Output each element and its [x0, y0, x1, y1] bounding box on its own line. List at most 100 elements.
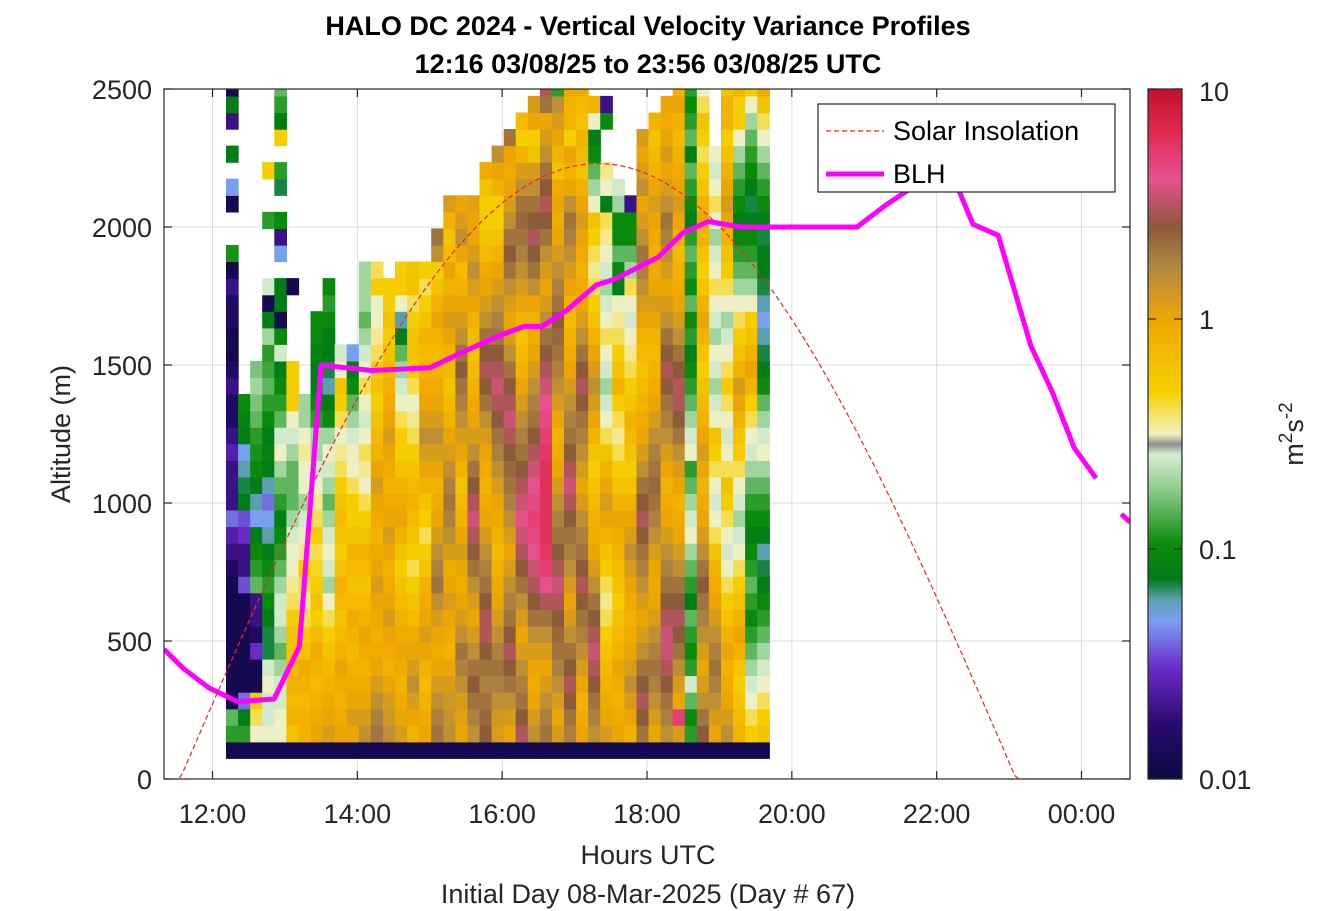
heatmap-cell — [636, 195, 650, 213]
heatmap-cell — [431, 394, 444, 412]
heatmap-cell — [262, 394, 275, 412]
heatmap-cell — [515, 592, 529, 610]
heatmap-cell — [250, 609, 263, 627]
heatmap-cell — [684, 311, 698, 329]
heatmap-cell — [721, 112, 734, 130]
heatmap-cell — [612, 576, 625, 594]
heatmap-cell — [322, 658, 336, 677]
heatmap-cell — [672, 576, 686, 594]
heatmap-cell — [467, 592, 481, 610]
heatmap-cell — [250, 625, 263, 643]
heatmap-cell — [274, 360, 287, 379]
heatmap-cell — [274, 741, 287, 759]
heatmap-cell — [503, 625, 517, 643]
heatmap-cell — [286, 692, 300, 710]
heatmap-cell — [503, 592, 517, 610]
heatmap-cell — [491, 576, 505, 594]
heatmap-cell — [419, 692, 432, 710]
heatmap-cell — [660, 95, 674, 114]
heatmap-cell — [552, 476, 565, 494]
heatmap-cell — [660, 609, 674, 627]
heatmap-cell — [684, 741, 698, 759]
heatmap-cell — [455, 725, 469, 743]
heatmap-cell — [708, 675, 722, 693]
heatmap-cell — [636, 543, 650, 561]
heatmap-cell — [467, 559, 481, 577]
heatmap-cell — [527, 559, 541, 577]
heatmap-cell — [624, 294, 638, 312]
heatmap-cell — [757, 178, 770, 196]
heatmap-cell — [479, 625, 493, 643]
heatmap-cell — [624, 725, 638, 743]
heatmap-cell — [334, 725, 348, 743]
heatmap-cell — [346, 526, 360, 544]
heatmap-cell — [552, 559, 565, 577]
heatmap-cell — [708, 559, 722, 577]
heatmap-cell — [624, 559, 638, 577]
heatmap-cell — [358, 294, 372, 312]
heatmap-cell — [358, 658, 372, 677]
heatmap-cell — [395, 261, 408, 279]
heatmap-cell — [636, 609, 650, 627]
heatmap-cell — [624, 211, 638, 229]
heatmap-cell — [322, 327, 336, 345]
heatmap-cell — [370, 741, 384, 759]
heatmap-cell — [684, 543, 698, 561]
heatmap-cell — [672, 543, 686, 561]
heatmap-cell — [395, 692, 408, 710]
heatmap-cell — [443, 625, 456, 643]
colorbar-tick-label: 10 — [1199, 77, 1229, 107]
heatmap-cell — [358, 526, 372, 544]
heatmap-cell — [648, 360, 662, 379]
heatmap-cell — [419, 443, 432, 461]
heatmap-cell — [708, 443, 722, 461]
heatmap-cell — [346, 692, 360, 710]
heatmap-cell — [721, 460, 734, 478]
heatmap-cell — [346, 543, 360, 561]
heatmap-cell — [684, 129, 698, 147]
heatmap-cell — [479, 278, 493, 296]
heatmap-cell — [527, 692, 541, 710]
heatmap-cell — [383, 278, 396, 296]
heatmap-cell — [503, 493, 517, 511]
heatmap-cell — [527, 476, 541, 494]
heatmap-cell — [600, 493, 613, 511]
heatmap-cell — [370, 625, 384, 643]
heatmap-cell — [358, 741, 372, 759]
heatmap-cell — [552, 244, 565, 263]
heatmap-cell — [684, 195, 698, 213]
heatmap-cell — [672, 692, 686, 710]
heatmap-cell — [274, 46, 287, 63]
heatmap-cell — [588, 311, 601, 329]
heatmap-cell — [648, 228, 662, 246]
heatmap-cell — [370, 658, 384, 677]
heatmap-cell — [298, 741, 312, 759]
heatmap-cell — [733, 228, 746, 246]
heatmap-cell — [358, 344, 372, 362]
heatmap-cell — [612, 443, 625, 461]
heatmap-cell — [431, 708, 444, 726]
heatmap-cell — [564, 145, 577, 163]
heatmap-cell — [515, 112, 529, 130]
heatmap-cell — [419, 592, 432, 610]
heatmap-cell — [539, 162, 553, 180]
heatmap-cell — [708, 460, 722, 478]
heatmap-cell — [648, 609, 662, 627]
heatmap-cell — [600, 559, 613, 577]
heatmap-cell — [346, 427, 360, 445]
heatmap-cell — [310, 642, 324, 660]
heatmap-cell — [226, 741, 239, 759]
heatmap-cell — [588, 129, 601, 147]
heatmap-cell — [612, 625, 625, 643]
heatmap-cell — [503, 509, 517, 528]
heatmap-cell — [600, 460, 613, 478]
heatmap-cell — [515, 211, 529, 229]
heatmap-cell — [672, 89, 686, 97]
heatmap-cell — [539, 592, 553, 610]
heatmap-cell — [612, 708, 625, 726]
heatmap-cell — [552, 377, 565, 395]
heatmap-cell — [407, 344, 420, 362]
heatmap-cell — [696, 344, 710, 362]
heatmap-cell — [600, 311, 613, 329]
heatmap-cell — [226, 244, 239, 263]
